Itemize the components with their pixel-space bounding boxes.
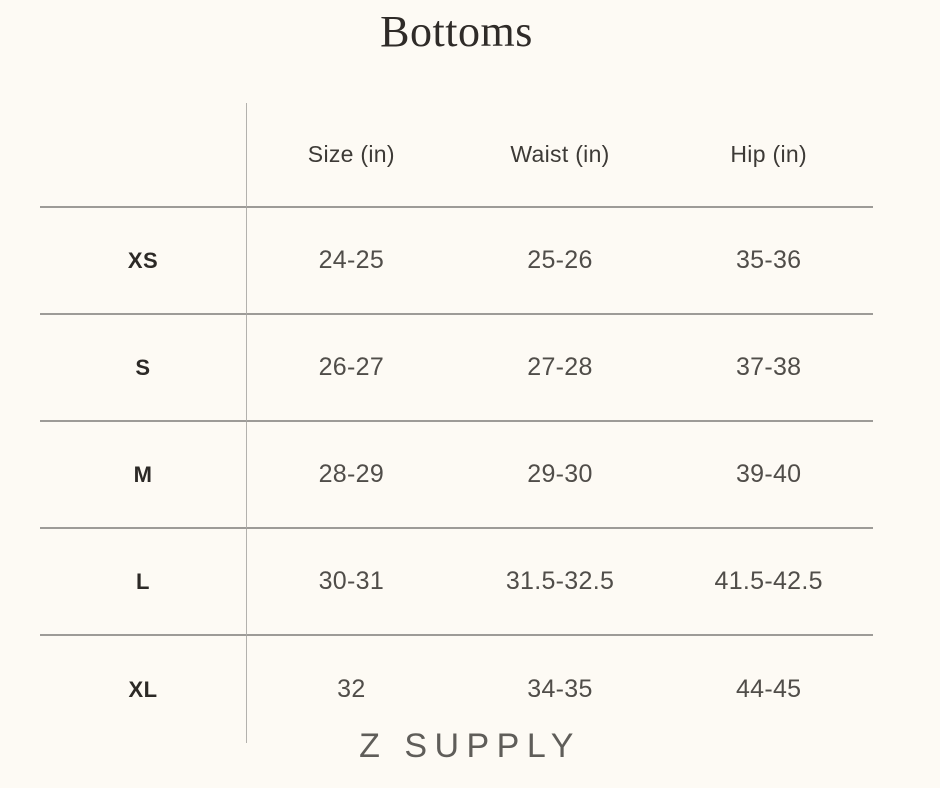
cell-xs-size: 24-25 — [247, 208, 456, 315]
cell-xs-waist: 25-26 — [455, 208, 665, 315]
row-label-s: S — [40, 315, 247, 422]
column-header-size: Size (in) — [247, 103, 456, 208]
brand-logo: Z SUPPLY — [359, 727, 581, 765]
row-label-m: M — [40, 422, 247, 529]
cell-s-size: 26-27 — [247, 315, 456, 422]
row-label-xl: XL — [40, 636, 247, 743]
corner-cell — [40, 103, 247, 208]
cell-m-size: 28-29 — [247, 422, 456, 529]
cell-xl-size: 32 — [337, 675, 366, 703]
cell-l-size: 30-31 — [247, 529, 456, 636]
cell-s-hip: 37-38 — [664, 315, 873, 422]
cell-l-waist: 31.5-32.5 — [455, 529, 665, 636]
row-label-xs: XS — [40, 208, 247, 315]
cell-m-waist: 29-30 — [455, 422, 665, 529]
page-title: Bottoms — [380, 7, 533, 56]
cell-s-waist: 27-28 — [455, 315, 665, 422]
cell-xl-hip: 44-45 — [735, 675, 802, 703]
cell-xl-waist: 34-35 — [527, 675, 593, 703]
column-header-hip: Hip (in) — [664, 103, 873, 208]
column-header-waist: Waist (in) — [455, 103, 665, 208]
row-label-l: L — [40, 529, 247, 636]
cell-xs-hip: 35-36 — [664, 208, 873, 315]
cell-m-hip: 39-40 — [664, 422, 873, 529]
cell-l-hip: 41.5-42.5 — [664, 529, 873, 636]
size-chart-table: Size (in) Waist (in) Hip (in) XS 24-25 2… — [40, 103, 873, 743]
